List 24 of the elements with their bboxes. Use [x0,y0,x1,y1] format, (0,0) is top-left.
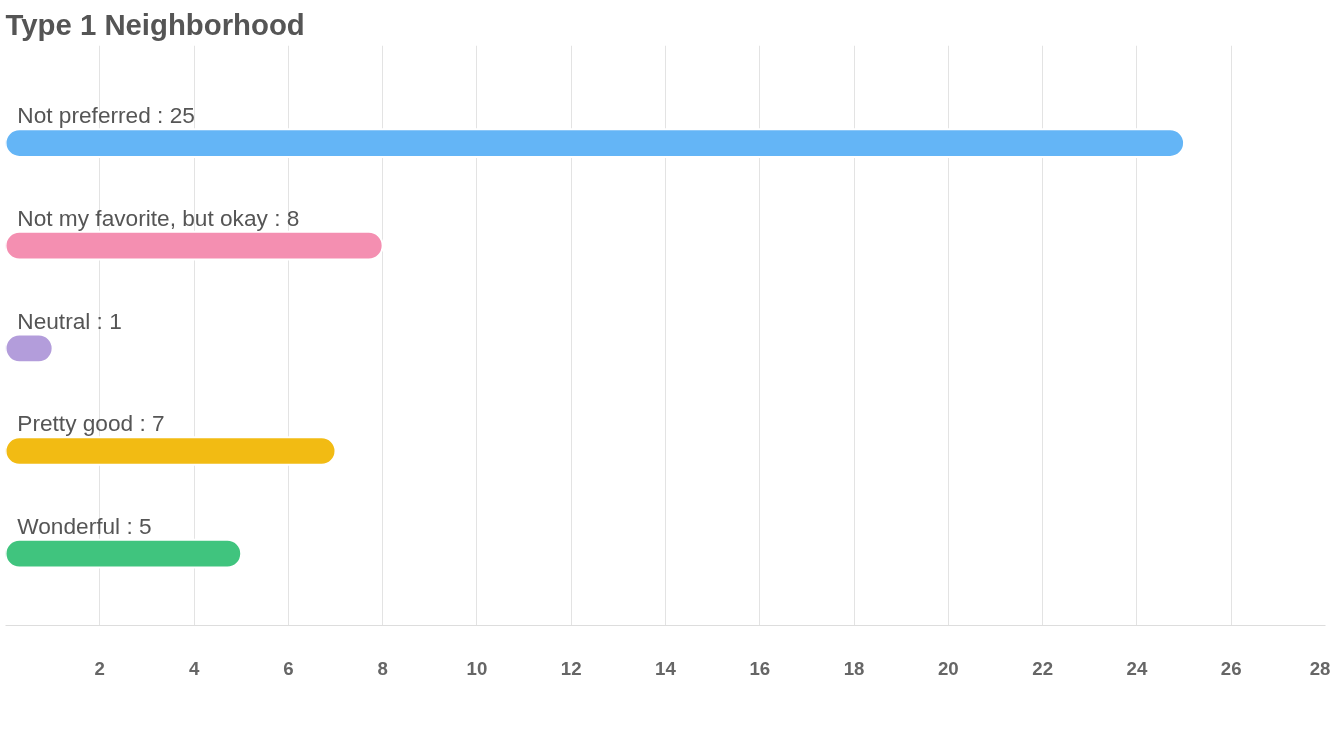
x-tick-label: 20 [937,657,959,679]
x-tick-label: 14 [655,657,677,679]
bar [5,538,243,569]
chart-title: Type 1 Neighborhood [5,7,305,41]
x-tick-label: 26 [1220,657,1242,679]
bar [5,230,384,261]
y-tick-label: Wonderful : 5 [17,512,152,539]
x-tick-label: 8 [377,657,388,679]
x-tick-label: 6 [283,657,294,679]
x-tick-label: 28 [1309,657,1331,679]
x-tick-label: 16 [749,657,771,679]
y-tick-label: Not my favorite, but okay : 8 [17,204,300,231]
y-tick-label: Neutral : 1 [17,307,122,334]
x-tick-label: 2 [94,657,105,679]
x-tick-label: 4 [188,657,200,679]
x-tick-label: 12 [560,657,582,679]
bar [5,436,337,466]
x-tick-label: 18 [843,657,865,679]
x-tick-label: 24 [1126,657,1148,679]
x-tick-label: 10 [466,657,488,679]
bar [5,128,1186,158]
y-tick-label: Not preferred : 25 [17,102,195,129]
x-tick-label: 22 [1032,657,1054,679]
y-tick-label: Pretty good : 7 [17,410,165,437]
